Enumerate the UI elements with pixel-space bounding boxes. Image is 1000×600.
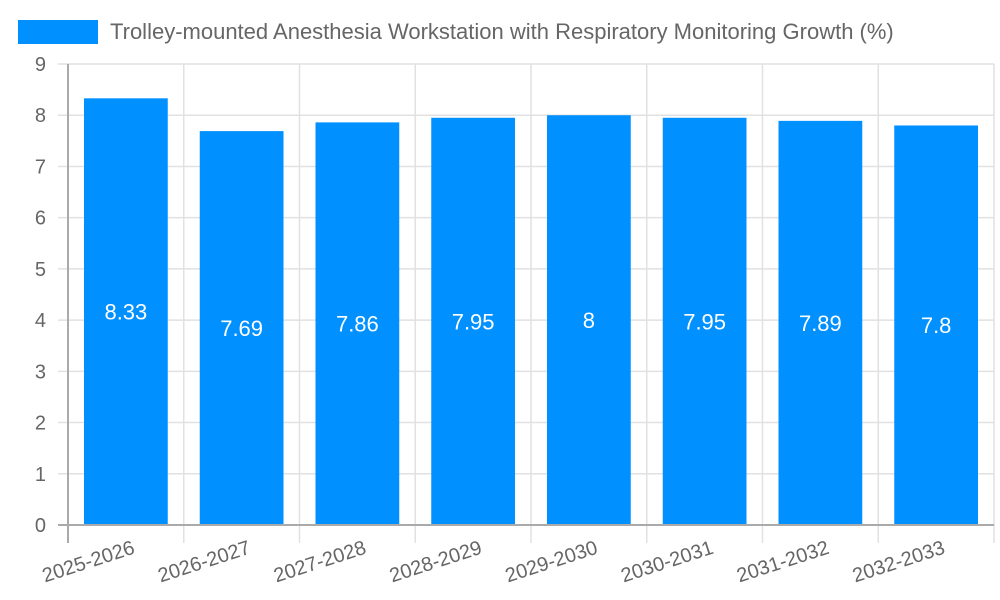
- y-tick-label: 7: [35, 156, 46, 178]
- x-tick-label: 2030-2031: [618, 537, 716, 587]
- bar-value-label: 7.95: [452, 309, 495, 334]
- bar[interactable]: [84, 98, 168, 526]
- axes: [58, 64, 994, 543]
- bar[interactable]: [547, 115, 631, 525]
- bar[interactable]: [778, 120, 863, 526]
- bar-value-label: 7.69: [220, 316, 263, 341]
- bar-value-label: 7.95: [683, 309, 726, 334]
- x-tick-label: 2031-2032: [734, 537, 832, 587]
- y-axis-ticks: 0 1 2 3 4 5 6 7 8 9: [35, 54, 46, 537]
- y-tick-label: 1: [35, 464, 46, 486]
- bar-value-label: 8: [583, 308, 595, 333]
- y-tick-label: 5: [35, 259, 46, 281]
- y-tick-label: 4: [35, 310, 46, 332]
- bar-value-label: 7.89: [799, 311, 842, 336]
- y-tick-label: 9: [35, 54, 46, 76]
- y-tick-label: 0: [35, 515, 46, 537]
- bar-value-label: 7.8: [921, 313, 952, 338]
- bar[interactable]: [315, 122, 400, 525]
- y-tick-label: 3: [35, 361, 46, 383]
- x-tick-label: 2032-2033: [850, 537, 948, 587]
- bar[interactable]: [199, 131, 284, 525]
- x-tick-label: 2028-2029: [387, 537, 485, 587]
- bar-value-labels: 8.33 7.69 7.86 7.95 8 7.95 7.89 7.8: [104, 300, 951, 341]
- bar-value-label: 7.86: [336, 312, 379, 337]
- bars: [84, 98, 978, 526]
- x-tick-label: 2026-2027: [155, 537, 253, 587]
- bar-value-label: 8.33: [104, 300, 147, 325]
- bar[interactable]: [662, 117, 747, 526]
- legend-swatch: [18, 20, 98, 44]
- legend-label: Trolley-mounted Anesthesia Workstation w…: [110, 19, 894, 44]
- bar[interactable]: [431, 117, 515, 526]
- legend[interactable]: Trolley-mounted Anesthesia Workstation w…: [18, 18, 894, 46]
- x-tick-label: 2029-2030: [503, 537, 601, 587]
- x-tick-label: 2027-2028: [271, 537, 369, 587]
- y-tick-label: 8: [35, 105, 46, 127]
- x-tick-label: 2025-2026: [40, 537, 138, 587]
- y-tick-label: 2: [35, 413, 46, 435]
- y-tick-label: 6: [35, 208, 46, 230]
- bar[interactable]: [894, 125, 978, 525]
- x-axis-ticks: 2025-2026 2026-2027 2027-2028 2028-2029 2029…: [40, 537, 948, 587]
